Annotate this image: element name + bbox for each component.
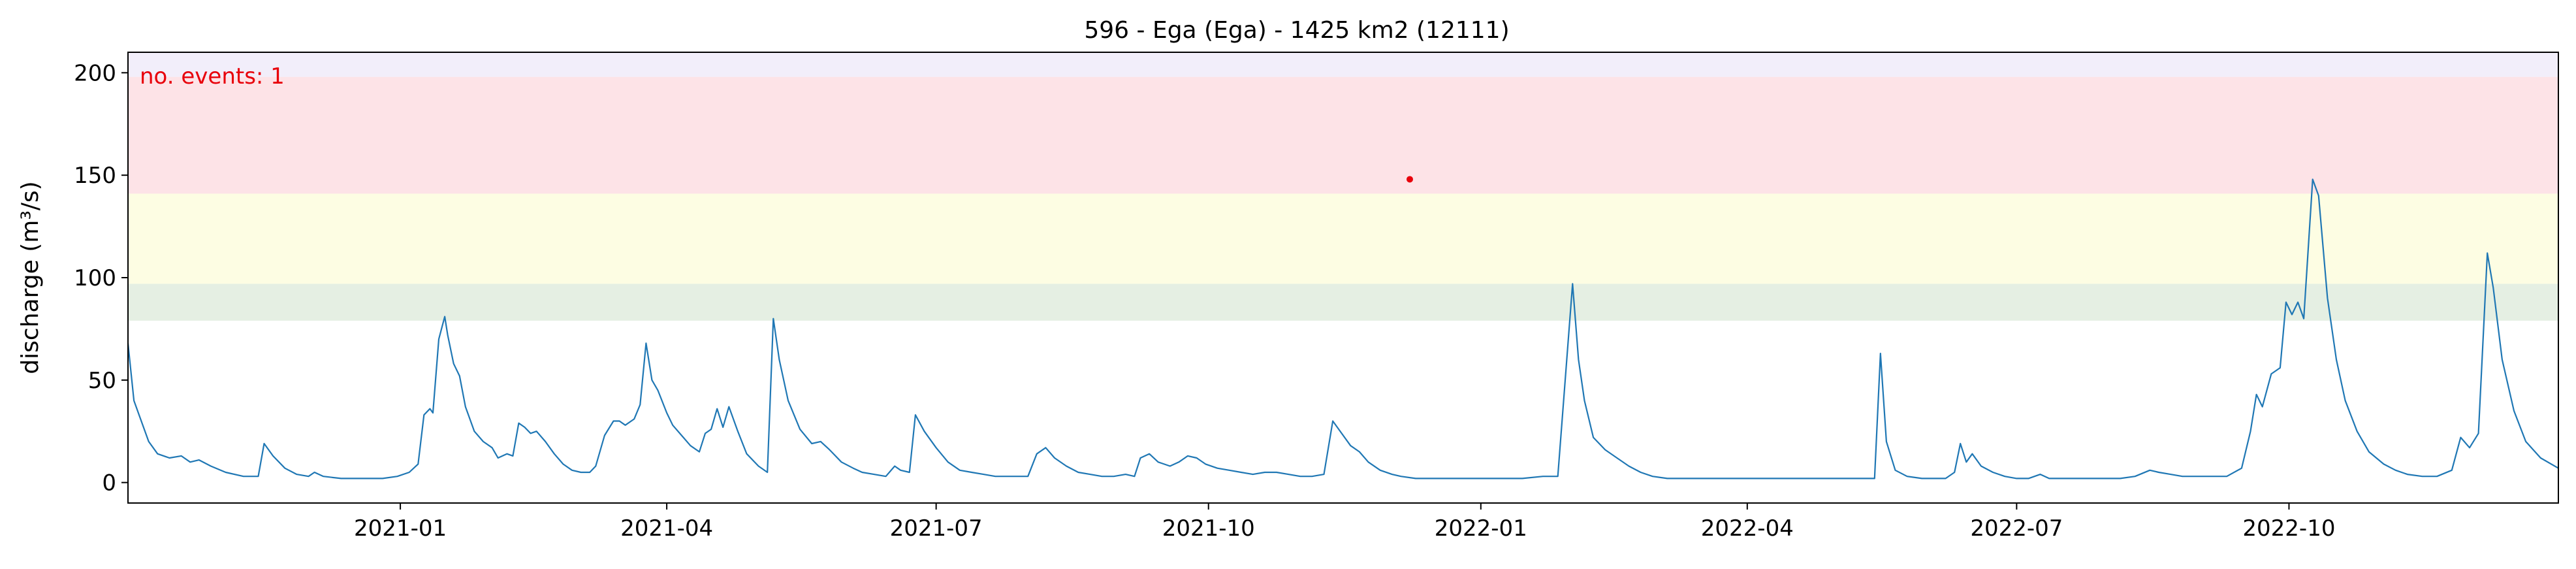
threshold-bands	[128, 52, 2558, 321]
x-tick-label: 2021-10	[1162, 515, 1255, 542]
event-markers	[1407, 176, 1413, 182]
y-tick-label: 100	[74, 265, 116, 291]
threshold-band-2	[128, 193, 2558, 284]
x-tick-label: 2021-04	[620, 515, 713, 542]
threshold-band-4	[128, 52, 2558, 77]
events-annotation: no. events: 1	[140, 63, 285, 89]
y-axis-label: discharge (m³/s)	[17, 181, 44, 374]
event-marker-1	[1407, 176, 1413, 182]
y-axis: 0 50 100 150 200	[74, 60, 128, 496]
x-tick-label: 2022-10	[2242, 515, 2335, 542]
x-tick-label: 2021-01	[354, 515, 447, 542]
chart-title: 596 - Ega (Ega) - 1425 km2 (12111)	[1084, 17, 1509, 44]
y-tick-label: 150	[74, 163, 116, 189]
x-tick-label: 2022-01	[1435, 515, 1527, 542]
threshold-band-1	[128, 284, 2558, 320]
y-tick-label: 200	[74, 60, 116, 86]
y-tick-label: 0	[102, 470, 116, 496]
x-tick-label: 2021-07	[890, 515, 983, 542]
x-axis: 2021-01 2021-04 2021-07 2021-10 2022-01 2022-…	[354, 503, 2335, 542]
threshold-band-3	[128, 77, 2558, 194]
y-tick-label: 50	[88, 368, 116, 394]
x-tick-label: 2022-07	[1970, 515, 2063, 542]
x-tick-label: 2022-04	[1701, 515, 1794, 542]
